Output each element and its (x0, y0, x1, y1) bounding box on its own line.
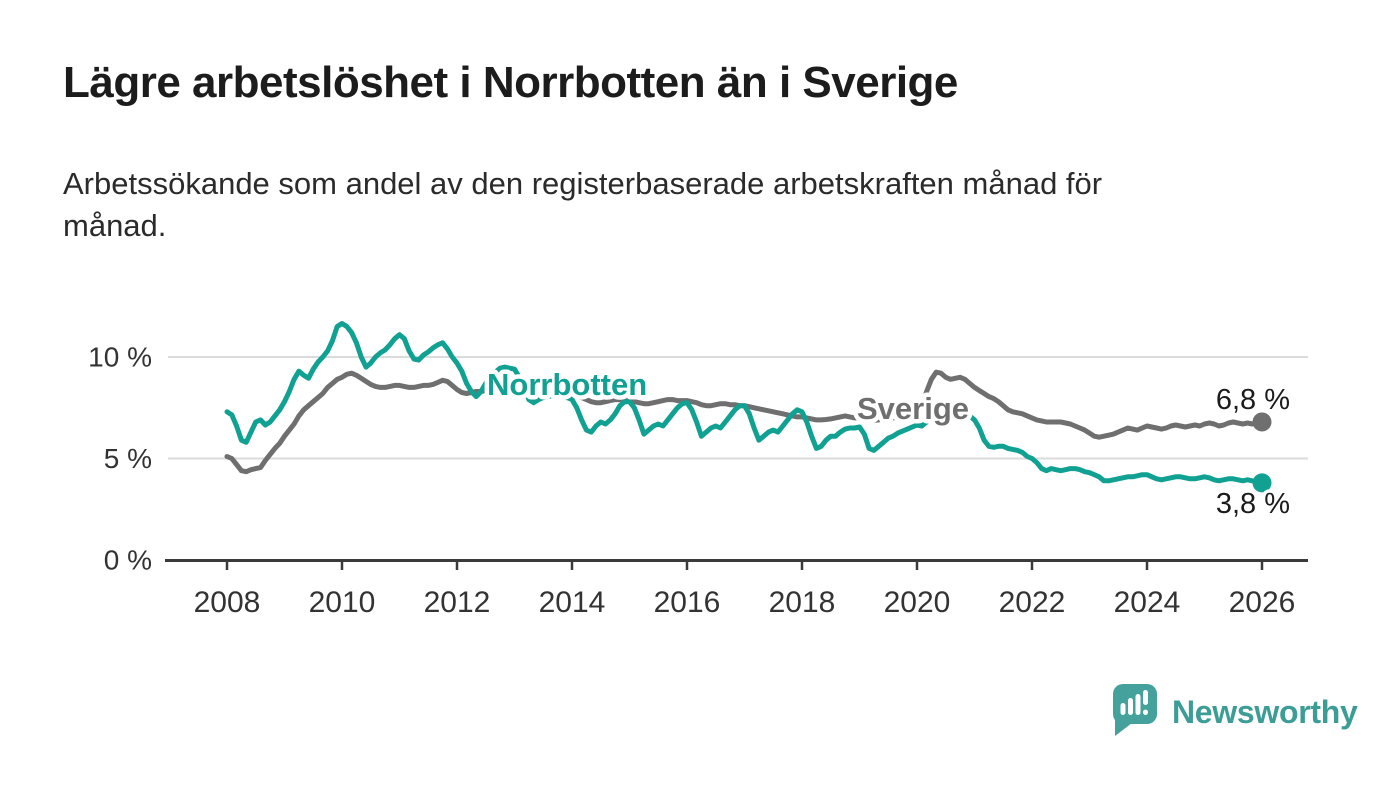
x-tick-label-2008: 2008 (194, 586, 261, 619)
end-value-label-sverige: 6,8 % (1216, 384, 1290, 416)
x-tick-label-2016: 2016 (654, 586, 721, 619)
x-tick-label-2020: 2020 (884, 586, 951, 619)
line-norrbotten (224, 321, 1265, 486)
gridlines (168, 356, 1308, 460)
series-inline-labels: Norrbotten Sverige (483, 363, 974, 431)
x-tick-label-2024: 2024 (1114, 586, 1181, 619)
y-axis-labels: 0 % 5 % 10 % (88, 342, 152, 576)
series-end-value-labels: 3,8 % 6,8 % (1212, 381, 1293, 524)
endpoint-dot-norrbotten (1252, 473, 1272, 493)
newsworthy-logo-text: Newsworthy (1172, 693, 1358, 730)
endpoint-dot-sverige (1252, 412, 1272, 432)
x-axis (165, 559, 1308, 570)
page-title: Lägre arbetslöshet i Norrbotten än i Sve… (63, 58, 958, 107)
x-tick-label-2010: 2010 (309, 586, 376, 619)
chart-subtitle-line-1: Arbetssökande som andel av den registerb… (63, 166, 1103, 201)
end-value-label-norrbotten: 3,8 % (1216, 488, 1290, 520)
newsworthy-logo-icon (1113, 684, 1157, 736)
x-tick-label-2018: 2018 (769, 586, 836, 619)
y-tick-label-5pct: 5 % (104, 443, 152, 474)
y-tick-label-10pct: 10 % (88, 342, 152, 373)
x-tick-label-2014: 2014 (539, 586, 606, 619)
series-lines (224, 321, 1265, 486)
x-tick-label-2026: 2026 (1229, 586, 1296, 619)
newsworthy-logo[interactable]: Newsworthy (1113, 684, 1358, 740)
series-label-norrbotten: Norrbotten (487, 367, 647, 402)
line-sverige (224, 369, 1265, 475)
y-tick-label-0pct: 0 % (104, 545, 152, 576)
series-label-sverige: Sverige (857, 391, 969, 426)
chart-subtitle-line-2: månad. (63, 208, 167, 243)
x-tick-label-2022: 2022 (999, 586, 1066, 619)
chart-subtitle: Arbetssökande som andel av den registerb… (63, 163, 1102, 247)
series-end-markers (1252, 412, 1272, 493)
x-axis-labels: 2008 2010 2012 2014 2016 2018 2020 2022 2024 2026 (194, 586, 1296, 619)
x-tick-label-2012: 2012 (424, 586, 491, 619)
